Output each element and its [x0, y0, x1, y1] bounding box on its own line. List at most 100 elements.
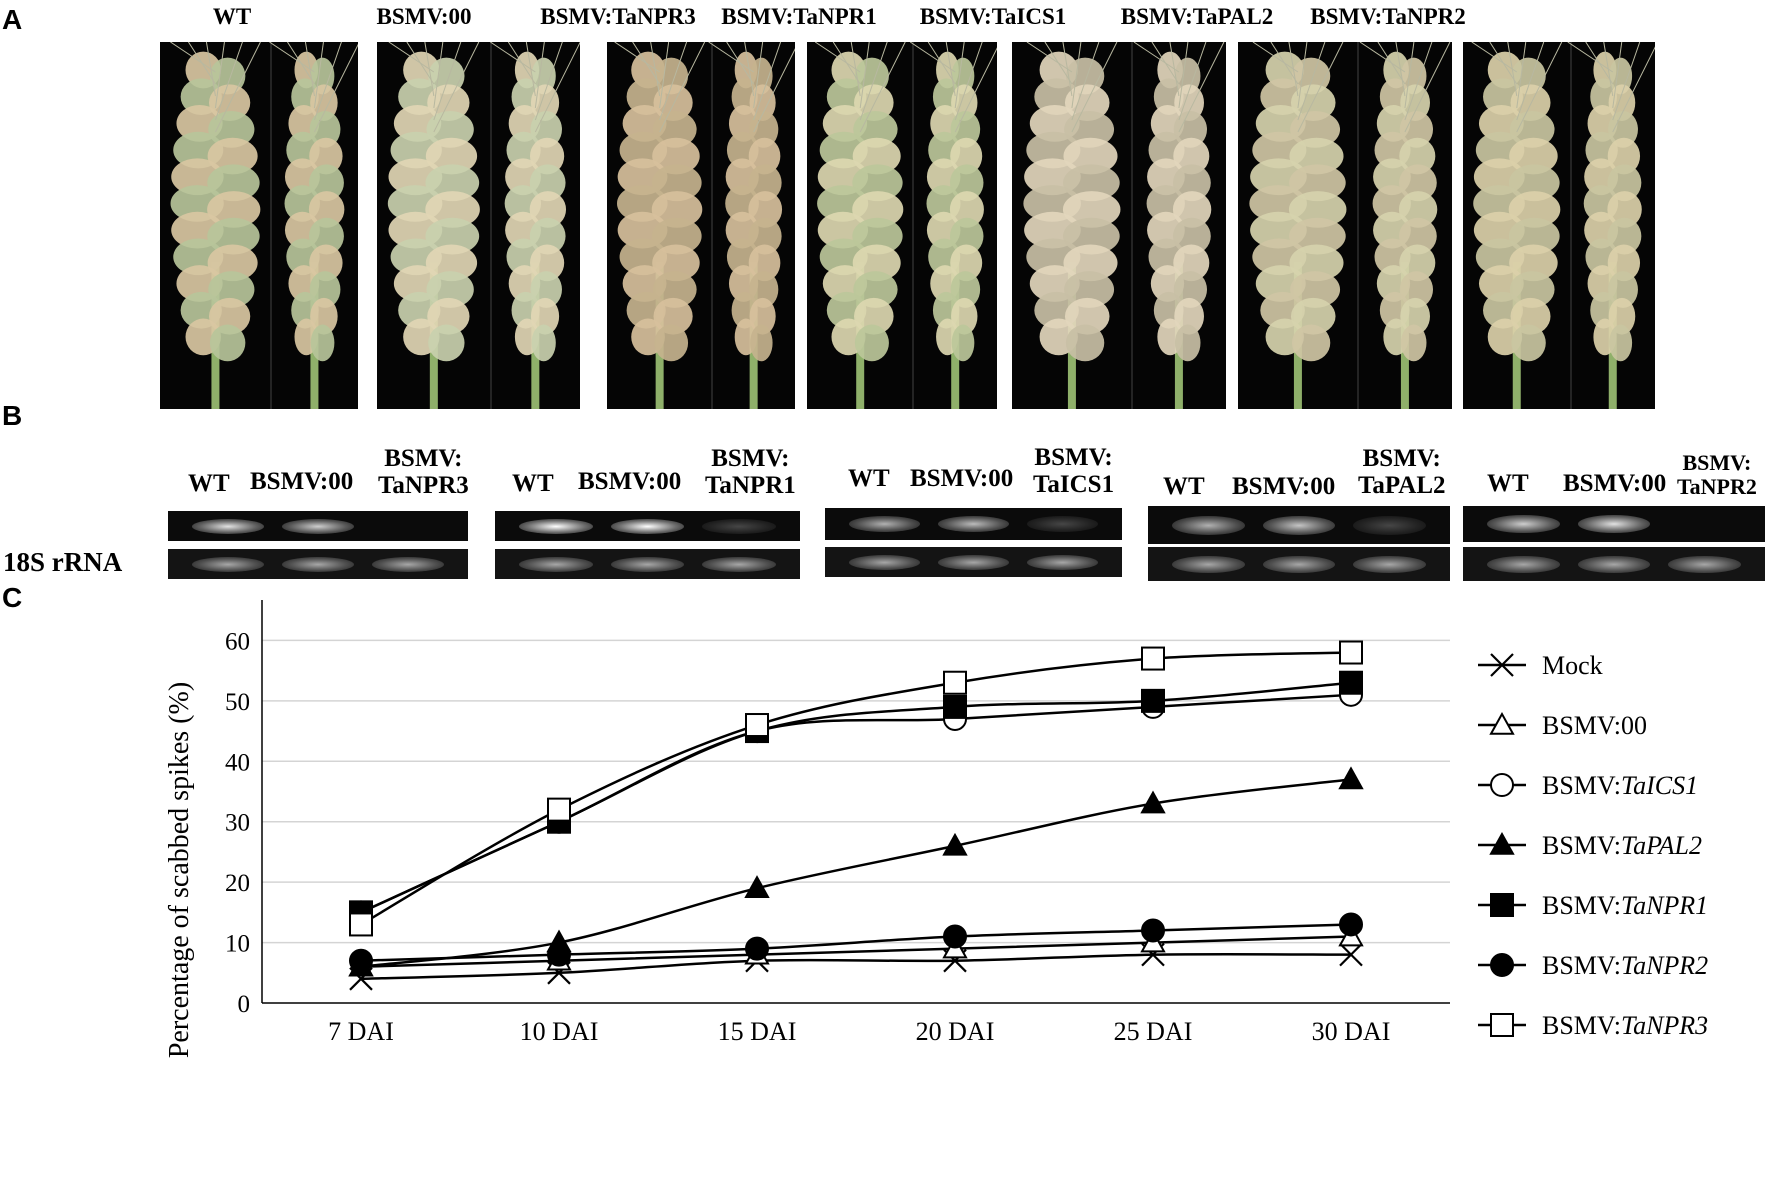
legend-label: BSMV:TaNPR2 [1542, 951, 1708, 980]
data-point-6 [1141, 646, 1165, 671]
legend-item: Mock [1478, 651, 1603, 680]
gel-target-3 [825, 508, 1122, 540]
x-tick-label: 7 DAI [328, 1017, 394, 1046]
rrna-band [1262, 555, 1336, 573]
data-point-4 [943, 694, 967, 719]
rrna-band [848, 554, 921, 570]
rrna-band [1172, 555, 1245, 573]
photo-label-bsmv00: BSMV:00 [376, 4, 472, 29]
panel-letter-a: A [2, 4, 23, 35]
series-line-1 [360, 935, 1352, 968]
gel-target-1 [168, 511, 468, 541]
data-point-5 [1141, 918, 1165, 943]
data-point-6 [1339, 640, 1363, 665]
wheat-spike-photo-tapal2 [1238, 42, 1452, 409]
gel-rrna-3 [825, 547, 1122, 577]
series-line-4 [360, 681, 1352, 914]
legend-marker [1490, 773, 1514, 797]
rrna-band [937, 554, 1010, 570]
data-point-6 [547, 797, 571, 822]
series-line-5 [360, 923, 1352, 962]
data-point-5 [745, 936, 769, 961]
gel-target-4 [1148, 506, 1450, 544]
legend-label: BSMV:TaPAL2 [1542, 831, 1702, 860]
rrna-band [282, 556, 354, 572]
y-tick-label: 20 [225, 870, 250, 897]
gel-band [610, 518, 685, 534]
series-line-6 [360, 651, 1352, 926]
gel-band [702, 518, 776, 534]
photo-label-taics1: BSMV:TaICS1 [919, 4, 1067, 29]
y-tick-label: 30 [225, 810, 250, 837]
gel-lane-label: BSMV:00 [250, 468, 354, 495]
legend-item: BSMV:TaICS1 [1478, 771, 1698, 800]
gel-target-5 [1463, 506, 1765, 542]
gel-lane-label: WT [848, 465, 890, 492]
y-tick-label: 40 [225, 749, 250, 776]
gel-band [1026, 516, 1099, 532]
legend-label: BSMV:TaNPR3 [1542, 1011, 1708, 1040]
x-tick-label: 10 DAI [520, 1017, 599, 1046]
rrna-band [1577, 555, 1651, 573]
photo-label-tapal2: BSMV:TaPAL2 [1120, 4, 1274, 29]
gel-lane-label: WT [512, 470, 554, 497]
legend-marker [1490, 953, 1514, 977]
x-tick-label: 15 DAI [718, 1017, 797, 1046]
x-tick-label: 25 DAI [1114, 1017, 1193, 1046]
photo-label-tanpr1: BSMV:TaNPR1 [721, 4, 877, 29]
legend-marker [1489, 711, 1515, 735]
legend-item: BSMV:TaNPR1 [1478, 891, 1708, 920]
legend-marker [1489, 831, 1515, 855]
photo-label-tanpr3: BSMV:TaNPR3 [540, 4, 696, 29]
gel-band [937, 516, 1010, 532]
legend-item: BSMV:TaNPR3 [1478, 1011, 1708, 1040]
wheat-spike-photo-taics1 [1012, 42, 1226, 409]
photo-label-wt: WT [212, 4, 252, 29]
y-axis-label: Percentage of scabbed spikes (%) [164, 682, 195, 1058]
wheat-spike-photo-tanpr3 [607, 42, 795, 409]
legend-item: BSMV:TaPAL2 [1478, 831, 1702, 860]
panel-letter-c: C [2, 582, 23, 613]
gel-lane-label: WT [1487, 470, 1529, 497]
data-point-4 [1339, 670, 1363, 695]
wheat-spike-photo-wt [160, 42, 358, 409]
data-point-4 [1141, 688, 1165, 713]
gel-lane-label: BSMV:00 [1563, 470, 1667, 497]
legend-item: BSMV:00 [1478, 711, 1647, 740]
gel-band [1487, 515, 1560, 533]
rrna-band [372, 556, 444, 572]
data-point-3 [744, 875, 770, 898]
data-point-5 [349, 948, 373, 973]
rrna-band [702, 556, 776, 572]
data-point-5 [943, 924, 967, 949]
legend-item: BSMV:TaNPR2 [1478, 951, 1708, 980]
series-line-0 [360, 952, 1352, 981]
y-tick-label: 10 [225, 931, 250, 958]
wheat-spike-photo-bsmv00 [377, 42, 580, 409]
gel-band [848, 516, 921, 532]
y-tick-label: 60 [225, 628, 250, 655]
gel-band [282, 518, 354, 534]
gel-band [192, 518, 264, 534]
gel-rrna-5 [1463, 547, 1765, 581]
legend-label: BSMV:TaNPR1 [1542, 891, 1708, 920]
data-point-5 [547, 942, 571, 967]
gel-band [1353, 515, 1426, 535]
gel-lane-label: BSMV: TaPAL2 [1358, 445, 1446, 499]
rrna-band [519, 556, 593, 572]
panel-letter-b: B [2, 400, 23, 431]
legend-label: BSMV:TaICS1 [1542, 771, 1698, 800]
rrna-band [1487, 555, 1560, 573]
gel-lane-label: BSMV: TaNPR2 [1677, 450, 1757, 499]
rrna-band [192, 556, 264, 572]
x-tick-label: 30 DAI [1312, 1017, 1391, 1046]
rrna-band [610, 556, 685, 572]
rrna-band [1668, 555, 1741, 573]
gel-rrna-1 [168, 549, 468, 579]
rrna-band [1026, 554, 1099, 570]
gel-lane-label: WT [1163, 473, 1205, 500]
gel-lane-label: BSMV:00 [910, 465, 1014, 492]
gel-lane-label: BSMV: TaNPR1 [705, 445, 796, 499]
data-point-6 [943, 670, 967, 695]
gel-rrna-4 [1148, 547, 1450, 581]
